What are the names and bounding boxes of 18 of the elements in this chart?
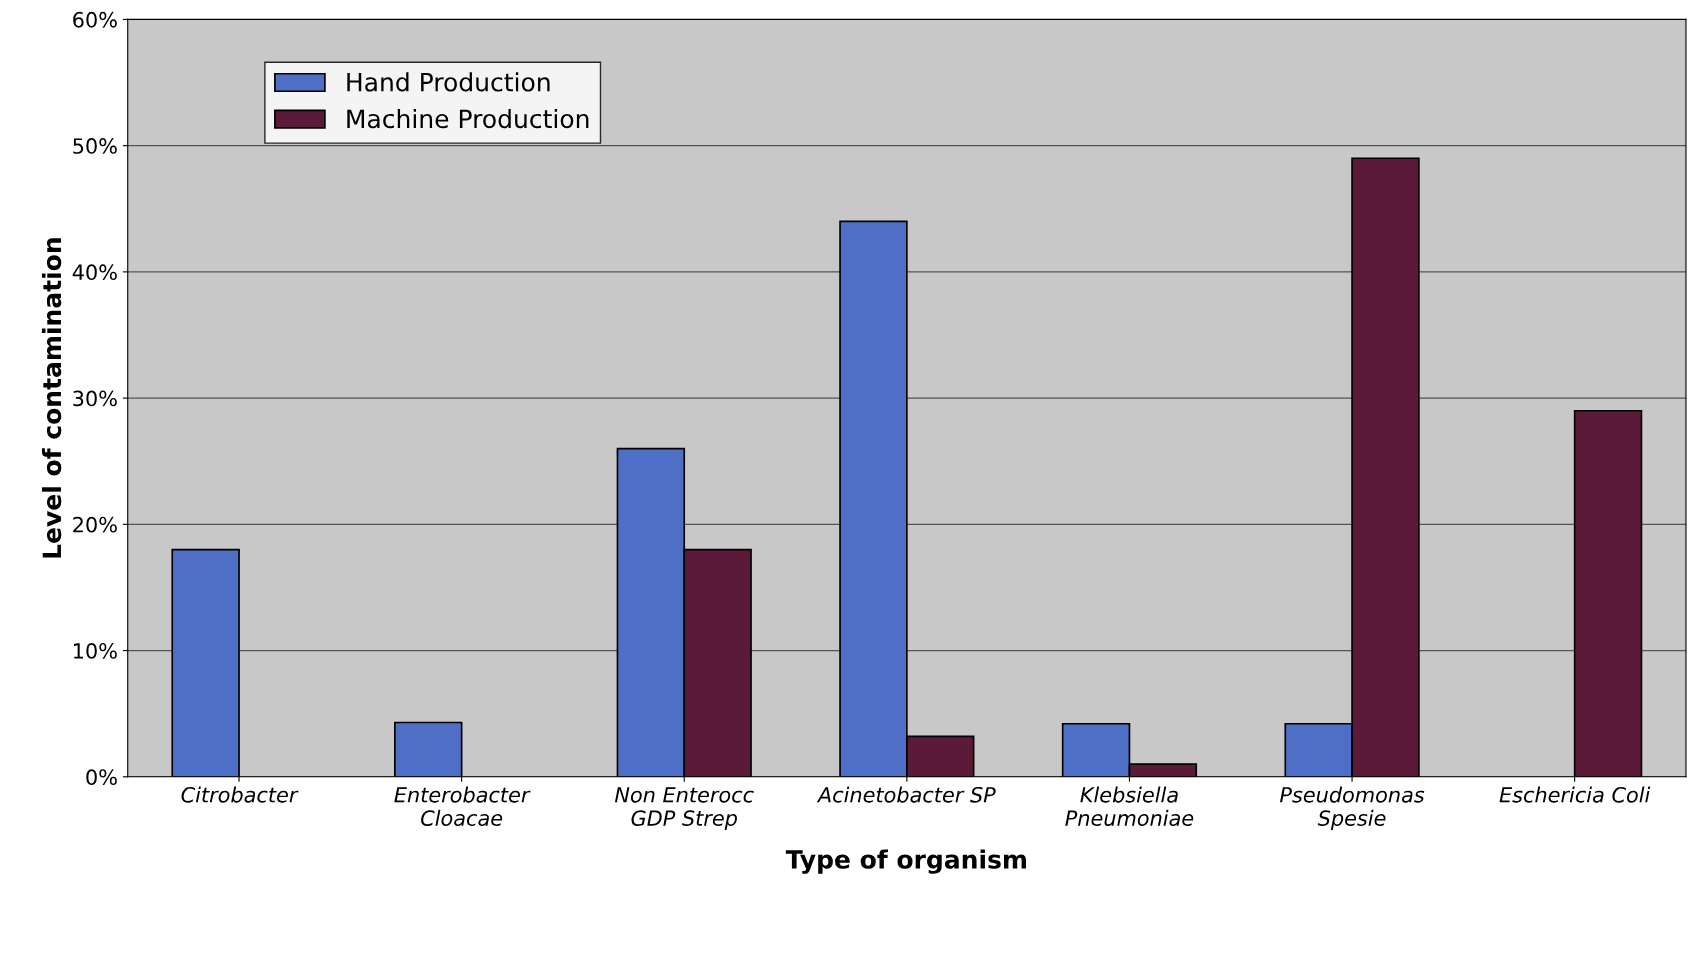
x-tick-label: Citrobacter bbox=[181, 786, 299, 803]
y-tick-label: 30% bbox=[73, 390, 117, 407]
y-tick-label: 40% bbox=[72, 264, 117, 281]
x-tick-label: Pseudomonas Spesie bbox=[1279, 786, 1425, 831]
y-tick-label: 20% bbox=[73, 516, 117, 533]
y-axis-title: Level of contamination bbox=[41, 238, 62, 558]
x-tick-label: Enterobacter Cloacae bbox=[394, 786, 531, 826]
x-axis-title: Type of organism bbox=[785, 849, 1026, 874]
y-tick-label: 60% bbox=[73, 11, 117, 28]
x-tick-label: Acinetobacter SP bbox=[816, 786, 996, 803]
legend-label: Hand Production bbox=[347, 72, 550, 92]
y-tick-label: 10% bbox=[73, 643, 117, 659]
legend-label: Machine Production bbox=[347, 108, 589, 129]
x-tick-label: Non Enterocc GDP Strep bbox=[614, 787, 754, 831]
y-tick-label: 50% bbox=[73, 138, 117, 154]
y-tick-label: 0% bbox=[86, 769, 117, 786]
x-tick-label: Klebsiella Pneumoniae bbox=[1065, 786, 1194, 826]
x-tick-label: Eschericia Coli bbox=[1499, 786, 1651, 803]
